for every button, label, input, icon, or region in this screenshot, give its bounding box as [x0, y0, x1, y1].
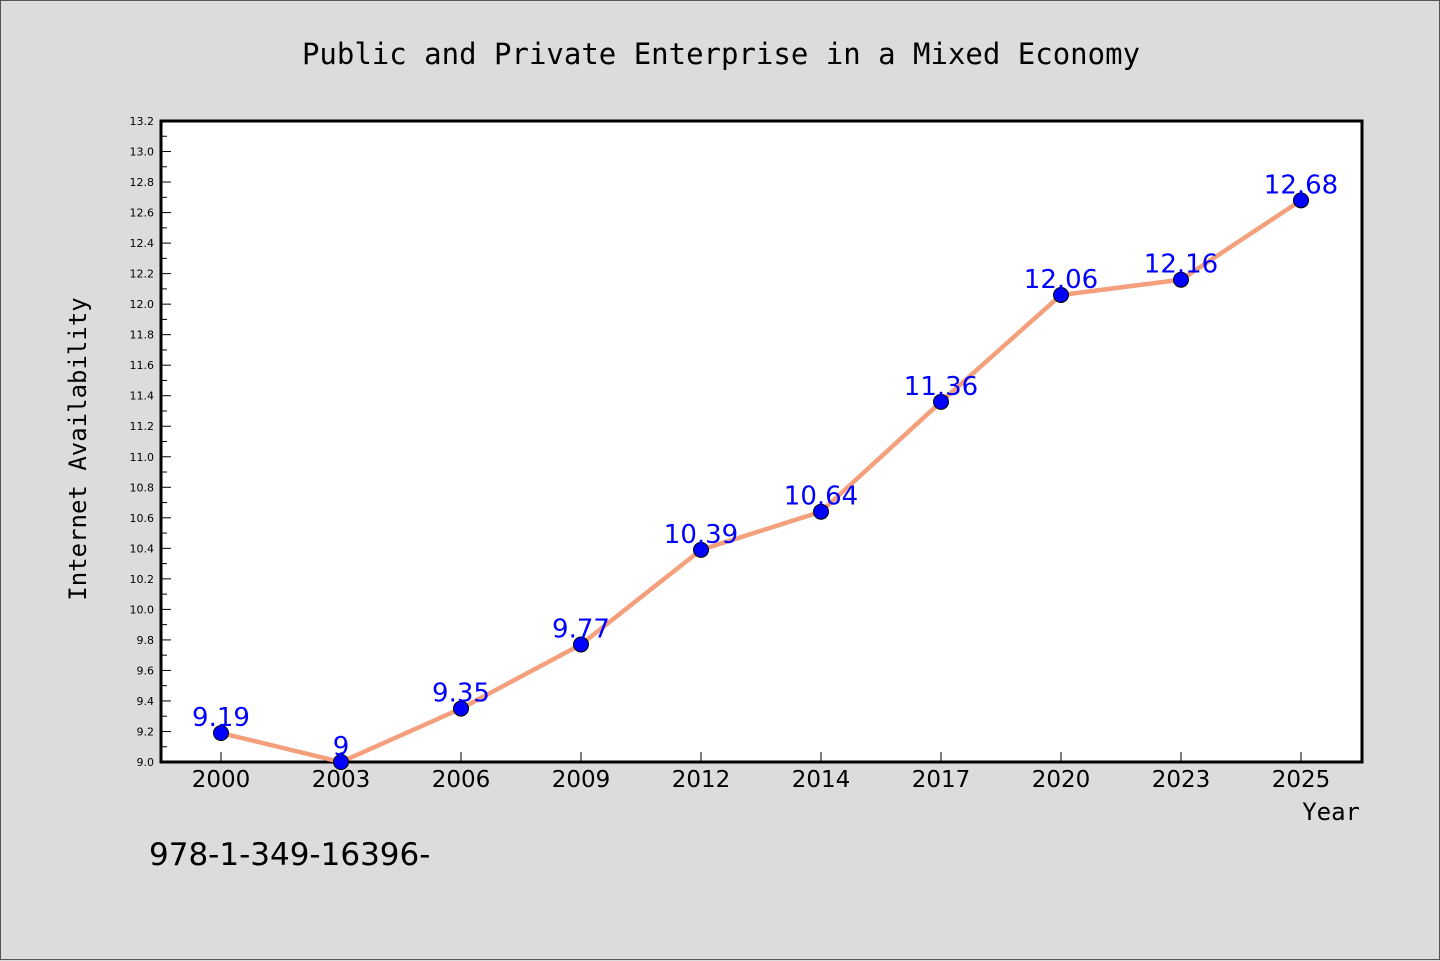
y-tick-label: 11.2	[130, 420, 155, 433]
y-axis-title: Internet Availability	[64, 297, 92, 600]
data-point	[1053, 286, 1069, 303]
chart-title: Public and Private Enterprise in a Mixed…	[302, 37, 1140, 71]
series-line	[220, 198, 1303, 765]
y-tick-label: 11.8	[130, 329, 155, 342]
y-tick-label: 10.6	[130, 512, 155, 525]
y-tick-label: 9.4	[137, 695, 155, 708]
data-label: 10.39	[664, 520, 738, 550]
y-tick-label: 9.0	[137, 756, 155, 769]
series-polyline	[220, 198, 1303, 765]
y-tick-label: 12.2	[130, 268, 155, 281]
y-tick-label: 11.4	[130, 390, 155, 403]
y-tick-label: 10.4	[130, 542, 155, 555]
data-point	[1173, 271, 1189, 288]
x-tick-label: 2014	[792, 767, 851, 793]
x-tick-label: 2006	[432, 767, 491, 793]
data-label: 12.06	[1024, 265, 1098, 295]
x-tick-label: 2020	[1032, 767, 1091, 793]
data-point	[453, 700, 469, 717]
plot-area	[159, 119, 1364, 764]
x-tick-label: 2000	[192, 767, 251, 793]
data-label: 11.36	[904, 372, 978, 402]
x-tick-label: 2025	[1272, 767, 1331, 793]
data-labels: 9.19 9 9.35 9.77 10.39 10.64 11.36 12.06 12.16 12…	[192, 170, 1338, 762]
y-tick-label: 12.6	[130, 207, 155, 220]
y-tick-label: 10.2	[130, 573, 155, 586]
footer-isbn: 978-1-349-16396-	[149, 837, 430, 873]
y-tick-label: 12.8	[130, 176, 155, 189]
x-axis: 2000 2003 2006 2009 2012 2014 2017 2020 2023 2025	[192, 752, 1331, 793]
data-point	[333, 754, 349, 770]
data-point	[213, 725, 229, 742]
x-tick-label: 2012	[672, 767, 731, 793]
y-tick-label: 9.6	[137, 664, 155, 677]
y-tick-label: 10.0	[130, 603, 155, 616]
y-tick-label: 13.0	[130, 146, 155, 159]
x-tick-label: 2009	[552, 767, 611, 793]
y-tick-label: 11.0	[130, 451, 155, 464]
y-tick-label: 12.0	[130, 298, 155, 311]
series-markers	[213, 192, 1309, 770]
x-tick-label: 2023	[1152, 767, 1211, 793]
y-tick-label: 9.2	[137, 725, 155, 738]
data-point	[1293, 192, 1309, 209]
y-tick-label: 9.8	[137, 634, 155, 647]
data-label: 9.19	[192, 703, 250, 733]
y-tick-label: 12.4	[130, 237, 155, 250]
data-point	[813, 503, 829, 520]
data-label: 9.77	[552, 614, 610, 644]
x-tick-label: 2017	[912, 767, 971, 793]
data-label: 9.35	[432, 679, 490, 709]
data-label: 12.68	[1264, 170, 1338, 200]
data-label: 10.64	[784, 482, 858, 512]
y-tick-label: 10.8	[130, 481, 155, 494]
data-label: 9	[333, 732, 350, 762]
data-point	[933, 393, 949, 410]
data-point	[693, 541, 709, 558]
data-point	[573, 636, 589, 653]
x-tick-label: 2003	[312, 767, 371, 793]
y-tick-label: 13.2	[130, 115, 155, 128]
y-tick-label: 11.6	[130, 359, 155, 372]
x-axis-title: Year	[1302, 798, 1360, 826]
data-label: 12.16	[1144, 250, 1218, 280]
y-axis: 9.0 9.2 9.4 9.6 9.8 10.0 10.2 10.4 10.6 10.8 11.0 1…	[130, 115, 171, 769]
